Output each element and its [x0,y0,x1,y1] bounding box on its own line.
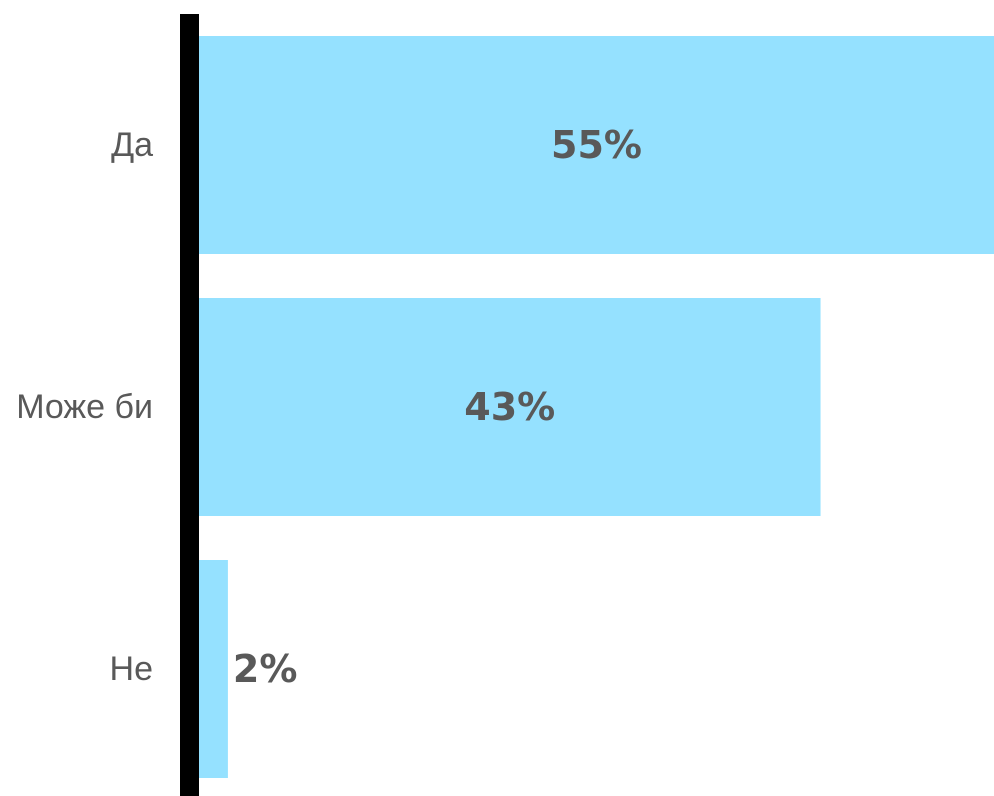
category-label-2: Може би [16,388,153,426]
y-axis-line [180,14,199,796]
bars-group [199,36,994,778]
category-label-1: Да [111,126,153,164]
bar-2 [199,298,821,516]
value-label-2: 43% [464,385,555,429]
category-label-3: Не [110,650,153,688]
category-labels-group: Да Може би Не [16,126,153,688]
value-label-3: 2% [233,647,298,691]
value-label-1: 55% [551,123,642,167]
bar-3 [199,560,228,778]
bar-1 [199,36,994,254]
value-labels-group: 55% 43% 2% [233,123,642,691]
